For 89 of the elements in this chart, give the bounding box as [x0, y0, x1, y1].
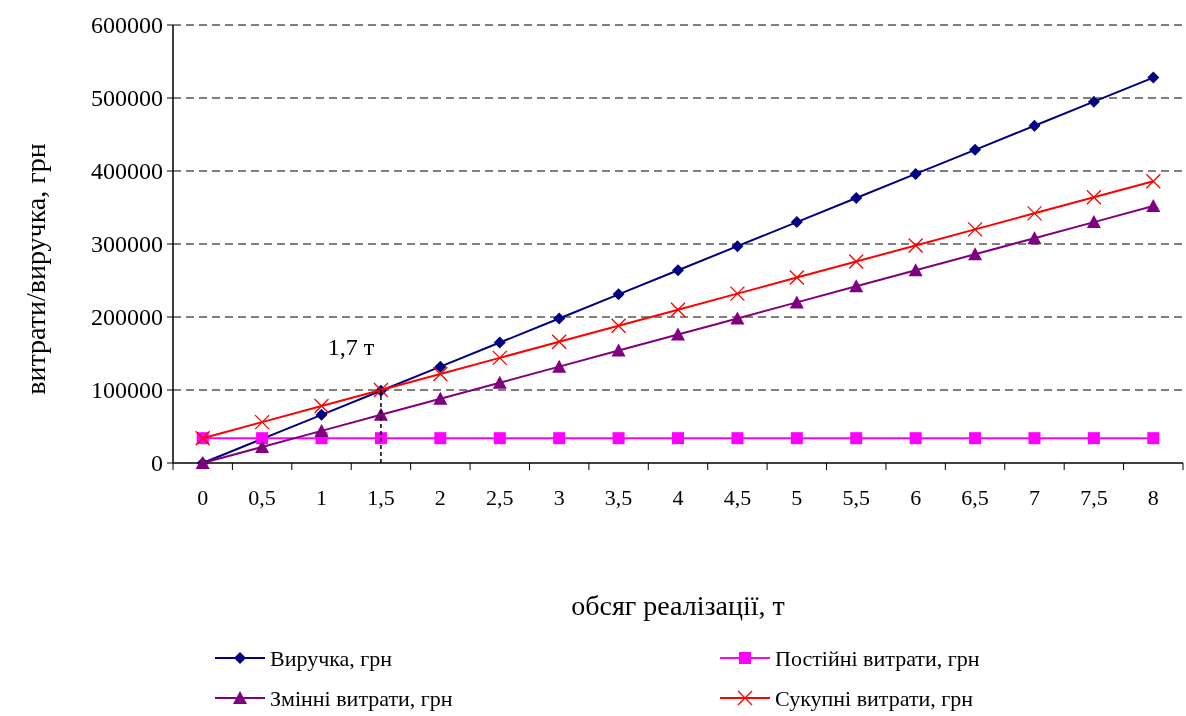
x-tick-label: 4	[672, 485, 684, 510]
x-tick-label: 6	[910, 485, 922, 510]
legend-label: Сукупні витрати, грн	[775, 685, 974, 711]
point	[611, 343, 626, 357]
x-tick-label: 5,5	[842, 485, 870, 510]
x-tick-label: 8	[1147, 485, 1159, 510]
point	[610, 318, 627, 334]
point	[313, 398, 330, 414]
point	[671, 327, 685, 341]
point	[493, 336, 506, 349]
point	[969, 143, 982, 156]
point	[1086, 215, 1101, 229]
point	[908, 263, 923, 277]
y-tick-label: 300000	[91, 231, 163, 258]
y-tick-label: 200000	[91, 304, 163, 331]
point	[1087, 95, 1100, 108]
legend-label: Змінні витрати, грн	[270, 685, 453, 711]
y-axis-title: витрати/виручка, грн	[20, 143, 51, 395]
point	[670, 302, 686, 318]
point	[1147, 71, 1160, 84]
legend-label: Постійні витрати, грн	[775, 645, 980, 671]
point	[730, 311, 745, 325]
point	[848, 253, 864, 270]
point	[1145, 173, 1161, 189]
x-axis-title: обсяг реалізації, т	[571, 590, 785, 621]
y-tick-label: 100000	[91, 377, 163, 404]
point	[492, 375, 507, 389]
point	[1026, 205, 1043, 221]
point	[908, 237, 924, 254]
point	[1147, 432, 1160, 445]
point	[254, 414, 270, 430]
point	[255, 439, 270, 453]
x-tick-label: 1,5	[367, 485, 395, 510]
point	[433, 391, 448, 405]
point	[1086, 189, 1102, 205]
x-tick-label: 2,5	[486, 485, 514, 510]
x-tick-label: 7,5	[1080, 485, 1108, 510]
point	[492, 350, 508, 366]
point	[789, 269, 805, 286]
y-tick-label: 400000	[91, 158, 163, 185]
x-tick-label: 7	[1028, 485, 1040, 510]
point	[672, 264, 684, 277]
point	[790, 216, 803, 229]
y-tick-label: 600000	[91, 12, 163, 39]
point	[672, 432, 684, 445]
point	[374, 432, 387, 445]
point	[434, 432, 447, 445]
annotation: 1,7 т	[327, 334, 375, 360]
y-tick-label: 0	[151, 450, 163, 477]
point	[553, 312, 566, 325]
point	[850, 192, 863, 205]
point	[1027, 231, 1042, 245]
x-tick-label: 6,5	[961, 485, 989, 510]
point	[968, 247, 983, 261]
point	[493, 432, 506, 445]
point	[315, 408, 328, 421]
point	[1028, 432, 1041, 445]
point	[552, 359, 567, 373]
point	[731, 432, 744, 445]
x-tick-label: 0	[197, 485, 209, 510]
point	[909, 167, 922, 180]
x-tick-label: 3,5	[604, 485, 633, 510]
point	[967, 221, 983, 238]
x-tick-label: 4,5	[723, 485, 752, 510]
x-tick-label: 3	[553, 485, 565, 510]
point	[849, 279, 864, 293]
point	[1087, 432, 1100, 445]
y-tick-label: 500000	[91, 85, 163, 112]
x-tick-label: 2	[434, 485, 446, 510]
point	[612, 432, 625, 445]
x-tick-label: 0,5	[248, 485, 276, 510]
point	[789, 295, 804, 309]
point	[731, 240, 744, 253]
point	[612, 288, 625, 301]
point	[1028, 119, 1041, 132]
point	[909, 432, 922, 445]
point	[553, 432, 566, 445]
point	[729, 285, 746, 302]
point	[314, 423, 329, 437]
point	[432, 366, 448, 382]
point	[790, 432, 803, 445]
point	[969, 432, 982, 445]
x-tick-label: 5	[791, 485, 803, 510]
point	[551, 334, 567, 350]
point	[850, 432, 863, 445]
legend-label: Виручка, грн	[270, 645, 393, 671]
point	[1146, 199, 1161, 213]
x-tick-label: 1	[316, 485, 328, 510]
point	[434, 360, 447, 373]
